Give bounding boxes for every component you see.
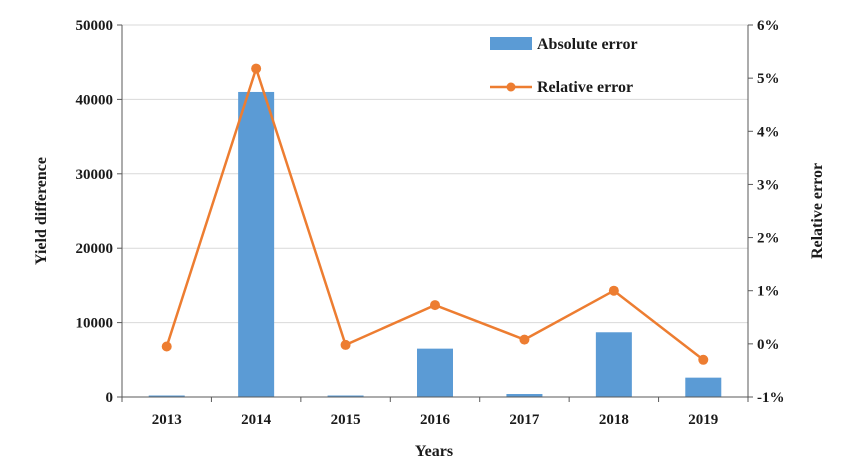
y-tick-label: 10000	[76, 316, 114, 332]
legend-item-absolute-error: Absolute error	[490, 36, 638, 53]
bar	[506, 394, 543, 397]
y2-tick-label: 1%	[757, 284, 780, 300]
y2-tick-label: 6%	[757, 18, 780, 34]
legend-label-absolute-error: Absolute error	[537, 36, 638, 53]
y-tick-label: 0	[106, 390, 114, 406]
x-axis-title: Years	[415, 443, 453, 460]
x-tick-label: 2017	[509, 412, 540, 428]
y-tick-label: 30000	[76, 167, 114, 183]
legend-item-relative-error: Relative error	[490, 79, 633, 96]
bar	[595, 332, 632, 397]
y-tick-label: 20000	[76, 241, 114, 257]
line-point	[430, 300, 440, 311]
right-axis-ticks: -1% 0% 1% 2% 3% 4% 5% 6%	[748, 18, 785, 406]
line-point	[519, 334, 530, 345]
axes	[121, 25, 749, 398]
line-point	[340, 339, 351, 350]
x-tick-label: 2018	[599, 412, 629, 428]
x-tick-label: 2015	[331, 412, 361, 428]
y-axis-title: Yield difference	[33, 157, 50, 265]
legend: Absolute error Relative error	[490, 36, 638, 96]
x-tick-label: 2013	[152, 412, 182, 428]
line-point	[251, 63, 262, 74]
bar	[417, 348, 453, 397]
x-tick-label: 2019	[688, 412, 718, 428]
line-series	[161, 63, 709, 365]
legend-swatch-bar	[490, 37, 532, 50]
y2-tick-label: 5%	[757, 71, 780, 87]
legend-swatch-marker	[506, 82, 516, 92]
bar	[148, 395, 185, 397]
y2-tick-label: 0%	[757, 337, 780, 353]
y2-tick-label: -1%	[757, 390, 785, 406]
line-point	[608, 285, 619, 296]
bar	[238, 91, 275, 398]
bar-series	[148, 91, 722, 398]
x-tick-label: 2016	[420, 412, 451, 428]
y-tick-label: 40000	[76, 92, 114, 108]
x-tick-label: 2014	[241, 412, 272, 428]
bar	[685, 377, 722, 397]
y2-tick-label: 4%	[757, 124, 780, 140]
line-point	[698, 354, 709, 365]
left-axis-ticks: 0 10000 20000 30000 40000 50000	[76, 18, 122, 406]
line-point	[161, 341, 172, 352]
bar	[327, 395, 364, 397]
y-tick-label: 50000	[76, 18, 114, 34]
y2-tick-label: 3%	[757, 177, 780, 193]
gridlines	[122, 24, 748, 324]
legend-label-relative-error: Relative error	[537, 79, 633, 96]
y2-axis-title: Relative error	[809, 163, 826, 259]
y2-tick-label: 2%	[757, 231, 780, 247]
x-axis-ticks: 2013 2014 2015 2016 2017 2018 2019	[121, 397, 749, 428]
